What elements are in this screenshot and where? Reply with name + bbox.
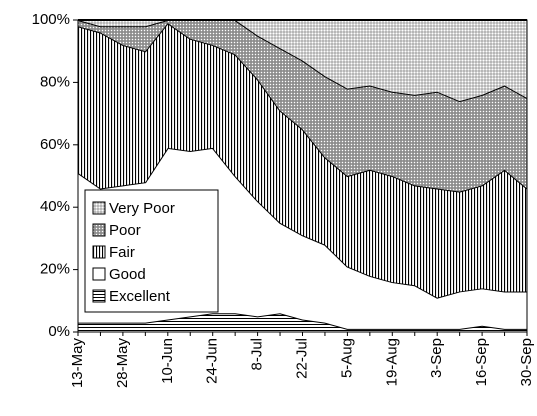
y-tick-label: 80% bbox=[40, 73, 70, 90]
legend-box bbox=[84, 189, 219, 313]
x-tick-label: 10-Jun bbox=[159, 338, 176, 384]
x-tick-label: 13-May bbox=[69, 338, 86, 389]
legend-swatch bbox=[92, 267, 106, 281]
area bbox=[78, 313, 527, 332]
x-tick-label: 19-Aug bbox=[383, 338, 400, 386]
x-tick-label: 24-Jun bbox=[204, 338, 221, 384]
area bbox=[78, 23, 527, 298]
legend-label: Excellent bbox=[109, 288, 171, 305]
legend-label: Fair bbox=[109, 244, 135, 261]
x-tick-label: 16-Sep bbox=[473, 338, 490, 386]
x-tick-label: 8-Jul bbox=[249, 338, 266, 371]
x-tick-label: 5-Aug bbox=[338, 338, 355, 378]
area bbox=[78, 20, 527, 192]
y-tick-label: 20% bbox=[40, 261, 70, 278]
x-tick-label: 22-Jul bbox=[293, 338, 310, 379]
y-tick-label: 0% bbox=[48, 323, 70, 340]
legend-swatch bbox=[92, 201, 106, 215]
legend-label: Poor bbox=[109, 222, 141, 239]
x-tick-label: 3-Sep bbox=[428, 338, 445, 378]
y-tick-label: 40% bbox=[40, 198, 70, 215]
legend-label: Good bbox=[109, 266, 146, 283]
legend-swatch bbox=[92, 223, 106, 237]
y-tick-label: 100% bbox=[32, 11, 70, 28]
legend-label: Very Poor bbox=[109, 200, 175, 217]
legend-swatch bbox=[92, 289, 106, 303]
x-tick-label: 30-Sep bbox=[518, 338, 535, 386]
y-tick-label: 60% bbox=[40, 136, 70, 153]
area bbox=[78, 20, 527, 102]
x-tick-label: 28-May bbox=[114, 338, 131, 389]
legend-swatch bbox=[92, 245, 106, 259]
